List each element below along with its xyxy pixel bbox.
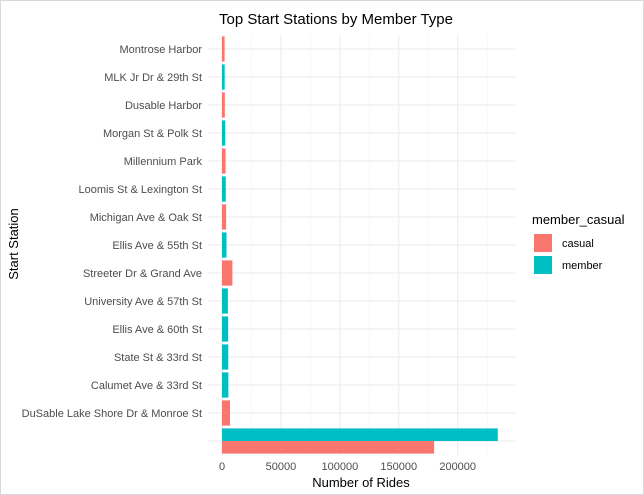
- x-tick-label: 0: [219, 461, 225, 473]
- y-tick-label: Morgan St & Polk St: [103, 128, 202, 140]
- legend-label-casual: casual: [562, 238, 594, 250]
- bar-casual: [222, 400, 231, 426]
- y-tick-label: Montrose Harbor: [119, 44, 202, 56]
- y-tick-label: DuSable Lake Shore Dr & Monroe St: [22, 408, 202, 420]
- y-tick-label: State St & 33rd St: [114, 352, 202, 364]
- bar-casual: [222, 148, 226, 174]
- legend-key-casual: [534, 234, 552, 252]
- bar-member: [222, 428, 498, 441]
- legend-key-member: [534, 256, 552, 274]
- y-tick-label: Millennium Park: [124, 156, 203, 168]
- bar-member: [222, 372, 229, 398]
- x-tick-label: 150000: [380, 461, 417, 473]
- y-tick-label: Streeter Dr & Grand Ave: [83, 268, 202, 280]
- bar-casual: [222, 441, 435, 454]
- x-tick-label: 200000: [439, 461, 476, 473]
- legend-label-member: member: [562, 260, 603, 272]
- bar-member: [222, 232, 227, 258]
- y-tick-label: MLK Jr Dr & 29th St: [104, 72, 202, 84]
- y-tick-label: Calumet Ave & 33rd St: [91, 380, 202, 392]
- y-axis-label: Start Station: [6, 208, 21, 280]
- y-tick-label: Michigan Ave & Oak St: [90, 212, 202, 224]
- bar-member: [222, 176, 226, 202]
- y-tick-label: Loomis St & Lexington St: [78, 184, 202, 196]
- x-axis-label: Number of Rides: [312, 475, 410, 490]
- bar-casual: [222, 204, 227, 230]
- y-tick-label: University Ave & 57th St: [84, 296, 202, 308]
- bar-member: [222, 316, 229, 342]
- bar-member: [222, 120, 226, 146]
- bar-casual: [222, 92, 225, 118]
- plot-panel: 0 50000 100000 150000 200000 Montrose Harbor M…: [22, 35, 516, 473]
- y-tick-label: Dusable Harbor: [125, 100, 202, 112]
- bar-casual: [222, 260, 233, 286]
- x-tick-label: 50000: [266, 461, 297, 473]
- bar-member: [222, 64, 225, 90]
- y-tick-label: Ellis Ave & 60th St: [112, 324, 202, 336]
- legend-title: member_casual: [532, 212, 625, 227]
- legend: member_casual casual member: [532, 212, 625, 274]
- y-tick-label: Ellis Ave & 55th St: [112, 240, 202, 252]
- bar-member: [222, 344, 229, 370]
- chart-title: Top Start Stations by Member Type: [219, 11, 453, 28]
- x-tick-label: 100000: [321, 461, 358, 473]
- bar-casual: [222, 36, 225, 62]
- bar-member: [222, 288, 228, 314]
